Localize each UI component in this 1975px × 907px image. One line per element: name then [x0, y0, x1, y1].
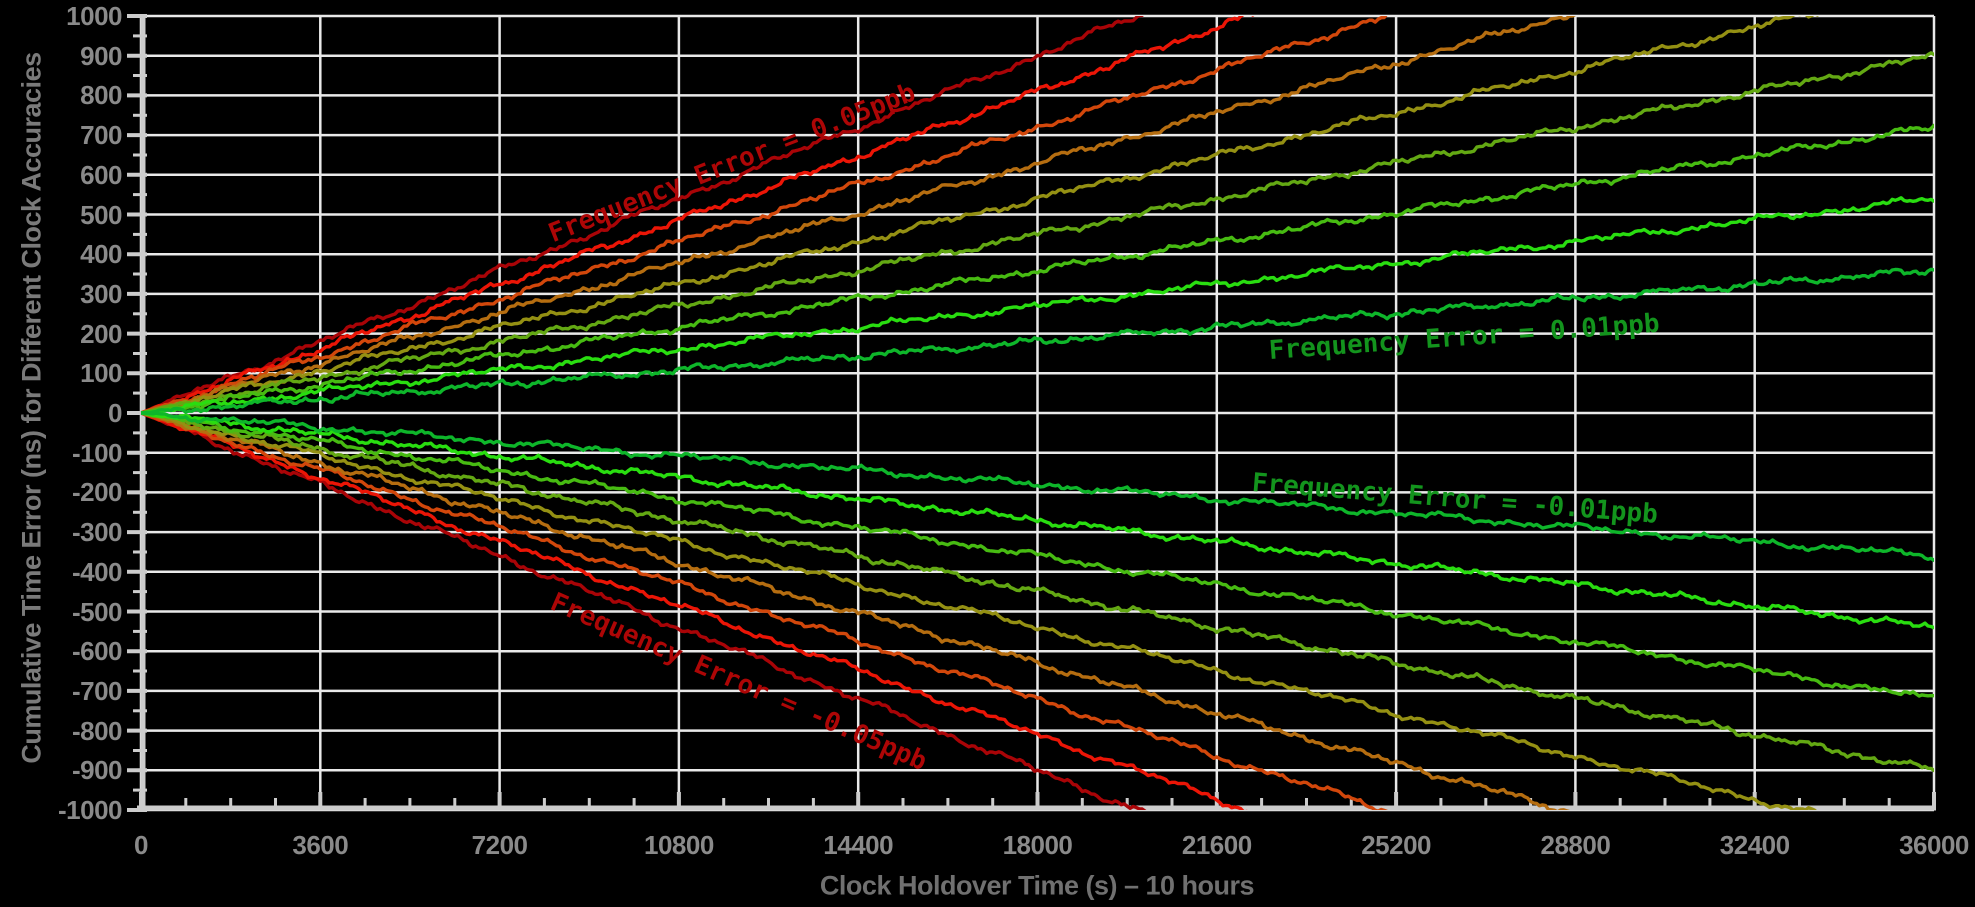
curve--0.030ppb: -0.030 ppb: [141, 411, 1817, 810]
curve-+0.010ppb: +0.010 ppb: [141, 267, 1934, 415]
curve-+0.035ppb: +0.035 ppb: [141, 16, 1576, 415]
curve--0.020ppb: -0.020 ppb: [141, 411, 1934, 698]
curve-+0.020ppb: +0.020 ppb: [141, 123, 1934, 415]
curve--0.035ppb: -0.035 ppb: [141, 411, 1571, 810]
curve--0.050ppb: -0.050 ppb: [141, 411, 1147, 810]
curve--0.010ppb: -0.010 ppb: [141, 411, 1934, 562]
curve-+0.040ppb: +0.040 ppb: [141, 16, 1388, 415]
curve-+0.050ppb: +0.050 ppb: [141, 16, 1144, 415]
plot-area: -0.050 ppb+0.050 ppb-0.045 ppb+0.045 ppb…: [141, 16, 1934, 810]
curve-+0.030ppb: +0.030 ppb: [141, 16, 1819, 415]
curve--0.045ppb: -0.045 ppb: [141, 411, 1248, 810]
curve-+0.025ppb: +0.025 ppb: [141, 51, 1934, 415]
curve--0.025ppb: -0.025 ppb: [141, 411, 1934, 773]
curve--0.040ppb: -0.040 ppb: [141, 411, 1388, 810]
curve-+0.045ppb: +0.045 ppb: [141, 16, 1255, 415]
curve-+0.015ppb: +0.015 ppb: [141, 196, 1934, 415]
curve--0.015ppb: -0.015 ppb: [141, 411, 1934, 630]
